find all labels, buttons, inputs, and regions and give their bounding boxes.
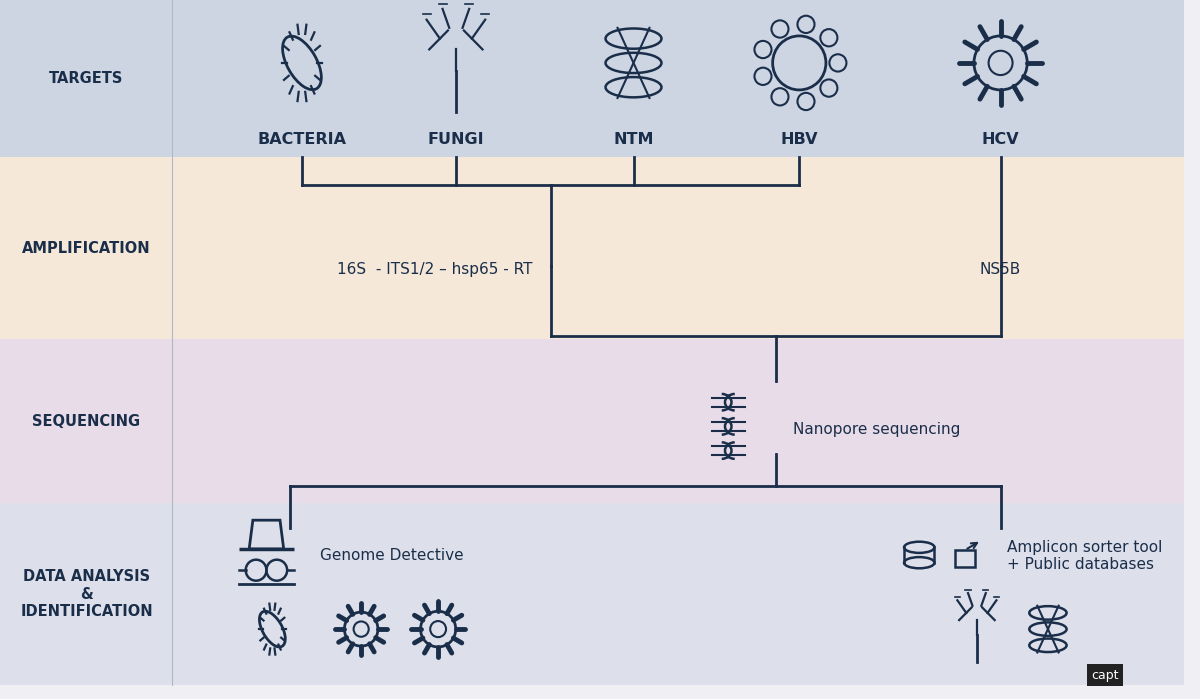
Bar bbox=[955, 550, 974, 567]
Text: NTM: NTM bbox=[613, 132, 654, 147]
Bar bbox=[0, 339, 1184, 503]
Bar bbox=[0, 157, 1184, 339]
Text: AMPLIFICATION: AMPLIFICATION bbox=[22, 240, 151, 256]
Text: capt: capt bbox=[1092, 668, 1118, 682]
Text: NS5B: NS5B bbox=[980, 261, 1021, 277]
Text: BACTERIA: BACTERIA bbox=[258, 132, 347, 147]
Text: Genome Detective: Genome Detective bbox=[319, 548, 463, 563]
Text: HBV: HBV bbox=[780, 132, 818, 147]
Text: 16S  - ITS1/2 – hsp65 - RT: 16S - ITS1/2 – hsp65 - RT bbox=[337, 261, 533, 277]
Bar bbox=[0, 503, 1184, 685]
Text: DATA ANALYSIS
&
IDENTIFICATION: DATA ANALYSIS & IDENTIFICATION bbox=[20, 569, 152, 619]
Text: TARGETS: TARGETS bbox=[49, 71, 124, 86]
Bar bbox=[0, 0, 1184, 157]
Text: Nanopore sequencing: Nanopore sequencing bbox=[793, 422, 961, 438]
Text: Amplicon sorter tool
+ Public databases: Amplicon sorter tool + Public databases bbox=[1007, 540, 1162, 572]
Text: HCV: HCV bbox=[982, 132, 1019, 147]
Text: SEQUENCING: SEQUENCING bbox=[32, 414, 140, 428]
Text: FUNGI: FUNGI bbox=[427, 132, 485, 147]
